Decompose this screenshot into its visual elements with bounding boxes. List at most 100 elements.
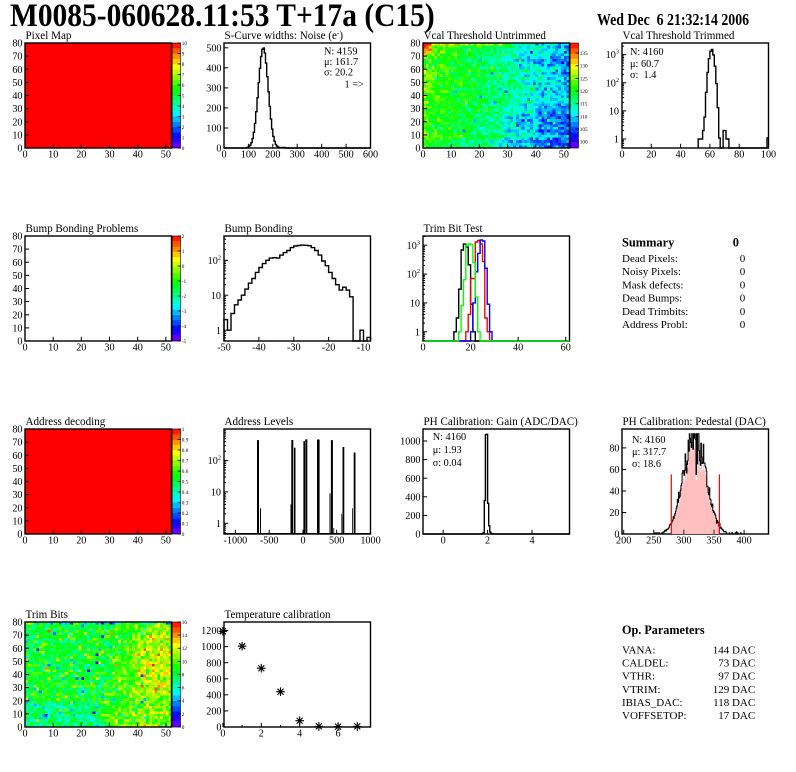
svg-text:σ: 1.4: σ: 1.4 <box>630 70 656 81</box>
svg-text:300: 300 <box>290 150 305 161</box>
svg-text:400: 400 <box>736 536 751 547</box>
svg-text:2: 2 <box>182 234 185 240</box>
svg-text:0: 0 <box>22 150 27 161</box>
svg-text:μ: 161.7: μ: 161.7 <box>324 57 358 68</box>
svg-text:800: 800 <box>206 658 221 669</box>
svg-text:3: 3 <box>182 114 185 120</box>
svg-text:-4: -4 <box>182 324 187 330</box>
svg-text:17 DAC: 17 DAC <box>718 710 755 722</box>
svg-text:110: 110 <box>580 114 588 120</box>
svg-text:60: 60 <box>12 258 22 269</box>
svg-text:VTHR:: VTHR: <box>622 671 655 683</box>
svg-text:Temperature calibration: Temperature calibration <box>225 609 332 621</box>
svg-text:135: 135 <box>580 51 588 57</box>
svg-text:0: 0 <box>415 530 420 541</box>
svg-text:Op. Parameters: Op. Parameters <box>622 623 705 637</box>
svg-text:14: 14 <box>182 633 188 639</box>
svg-text:600: 600 <box>405 474 420 485</box>
svg-text:PH Calibration: Pedestal (DAC): PH Calibration: Pedestal (DAC) <box>623 416 767 428</box>
svg-text:20: 20 <box>646 150 656 161</box>
svg-text:80: 80 <box>12 39 22 50</box>
svg-text:80: 80 <box>12 425 22 436</box>
svg-text:40: 40 <box>133 729 143 740</box>
svg-text:0: 0 <box>17 723 22 734</box>
svg-text:0: 0 <box>182 264 185 270</box>
svg-text:800: 800 <box>405 455 420 466</box>
svg-text:0: 0 <box>415 144 420 155</box>
svg-text:20: 20 <box>410 117 420 128</box>
svg-text:4: 4 <box>182 699 185 705</box>
svg-text:105: 105 <box>580 127 588 133</box>
svg-text:0: 0 <box>22 729 27 740</box>
svg-text:30: 30 <box>410 104 420 115</box>
svg-text:6: 6 <box>182 686 185 692</box>
svg-text:80: 80 <box>12 232 22 243</box>
svg-text:80: 80 <box>609 444 619 455</box>
svg-text:S-Curve widths: Noise (e-): S-Curve widths: Noise (e-) <box>225 30 344 43</box>
svg-text:118 DAC: 118 DAC <box>713 697 755 709</box>
svg-text:200: 200 <box>265 150 280 161</box>
svg-text:0.5: 0.5 <box>182 479 189 485</box>
svg-text:1000: 1000 <box>360 536 380 547</box>
svg-text:0: 0 <box>740 319 746 331</box>
svg-text:50: 50 <box>161 343 171 354</box>
svg-text:97 DAC: 97 DAC <box>718 671 755 683</box>
svg-text:10: 10 <box>211 291 221 302</box>
svg-text:60: 60 <box>12 644 22 655</box>
svg-text:σ: 0.04: σ: 0.04 <box>433 458 462 469</box>
svg-text:1000: 1000 <box>201 642 221 653</box>
svg-text:-500: -500 <box>260 536 279 547</box>
svg-text:0: 0 <box>220 729 225 740</box>
svg-text:0.3: 0.3 <box>182 500 189 506</box>
svg-text:70: 70 <box>12 631 22 642</box>
svg-text:Vcal Threshold Untrimmed: Vcal Threshold Untrimmed <box>424 30 547 42</box>
svg-text:1: 1 <box>614 135 619 146</box>
svg-text:0: 0 <box>740 293 746 305</box>
svg-text:200: 200 <box>616 536 631 547</box>
svg-text:125: 125 <box>580 76 588 82</box>
svg-text:2: 2 <box>485 536 490 547</box>
svg-text:5: 5 <box>182 93 185 99</box>
svg-text:10: 10 <box>12 710 22 721</box>
svg-text:0: 0 <box>17 337 22 348</box>
svg-text:10: 10 <box>410 131 420 142</box>
svg-text:20: 20 <box>76 536 86 547</box>
svg-text:-30: -30 <box>287 343 301 354</box>
svg-text:30: 30 <box>104 343 114 354</box>
svg-text:10: 10 <box>446 150 456 161</box>
svg-text:20: 20 <box>474 150 484 161</box>
svg-text:30: 30 <box>12 297 22 308</box>
svg-text:60: 60 <box>12 65 22 76</box>
svg-text:73 DAC: 73 DAC <box>718 658 755 670</box>
svg-text:40: 40 <box>12 670 22 681</box>
svg-text:40: 40 <box>12 91 22 102</box>
svg-text:30: 30 <box>104 150 114 161</box>
svg-text:60: 60 <box>705 150 715 161</box>
svg-text:1: 1 <box>216 519 221 530</box>
svg-text:6: 6 <box>182 83 185 89</box>
svg-text:70: 70 <box>12 52 22 63</box>
svg-text:0: 0 <box>216 144 221 155</box>
svg-text:Address decoding: Address decoding <box>26 416 106 428</box>
svg-text:70: 70 <box>12 245 22 256</box>
svg-text:N: 4160: N: 4160 <box>630 47 663 58</box>
svg-text:-40: -40 <box>252 343 266 354</box>
svg-text:μ: 1.93: μ: 1.93 <box>433 445 462 456</box>
svg-text:10: 10 <box>609 107 619 118</box>
svg-text:500: 500 <box>338 150 353 161</box>
svg-text:20: 20 <box>12 117 22 128</box>
svg-text:-20: -20 <box>322 343 336 354</box>
svg-text:200: 200 <box>405 511 420 522</box>
svg-text:μ: 60.7: μ: 60.7 <box>630 59 659 70</box>
svg-text:4: 4 <box>529 536 534 547</box>
svg-text:0: 0 <box>216 723 221 734</box>
svg-text:-1: -1 <box>182 279 187 285</box>
svg-text:10: 10 <box>182 41 188 47</box>
svg-text:102: 102 <box>208 254 221 267</box>
svg-text:0: 0 <box>221 150 226 161</box>
svg-text:4: 4 <box>182 104 185 110</box>
svg-text:50: 50 <box>410 78 420 89</box>
svg-text:70: 70 <box>410 52 420 63</box>
svg-text:Mask defects:: Mask defects: <box>622 279 683 291</box>
svg-text:6: 6 <box>336 729 341 740</box>
